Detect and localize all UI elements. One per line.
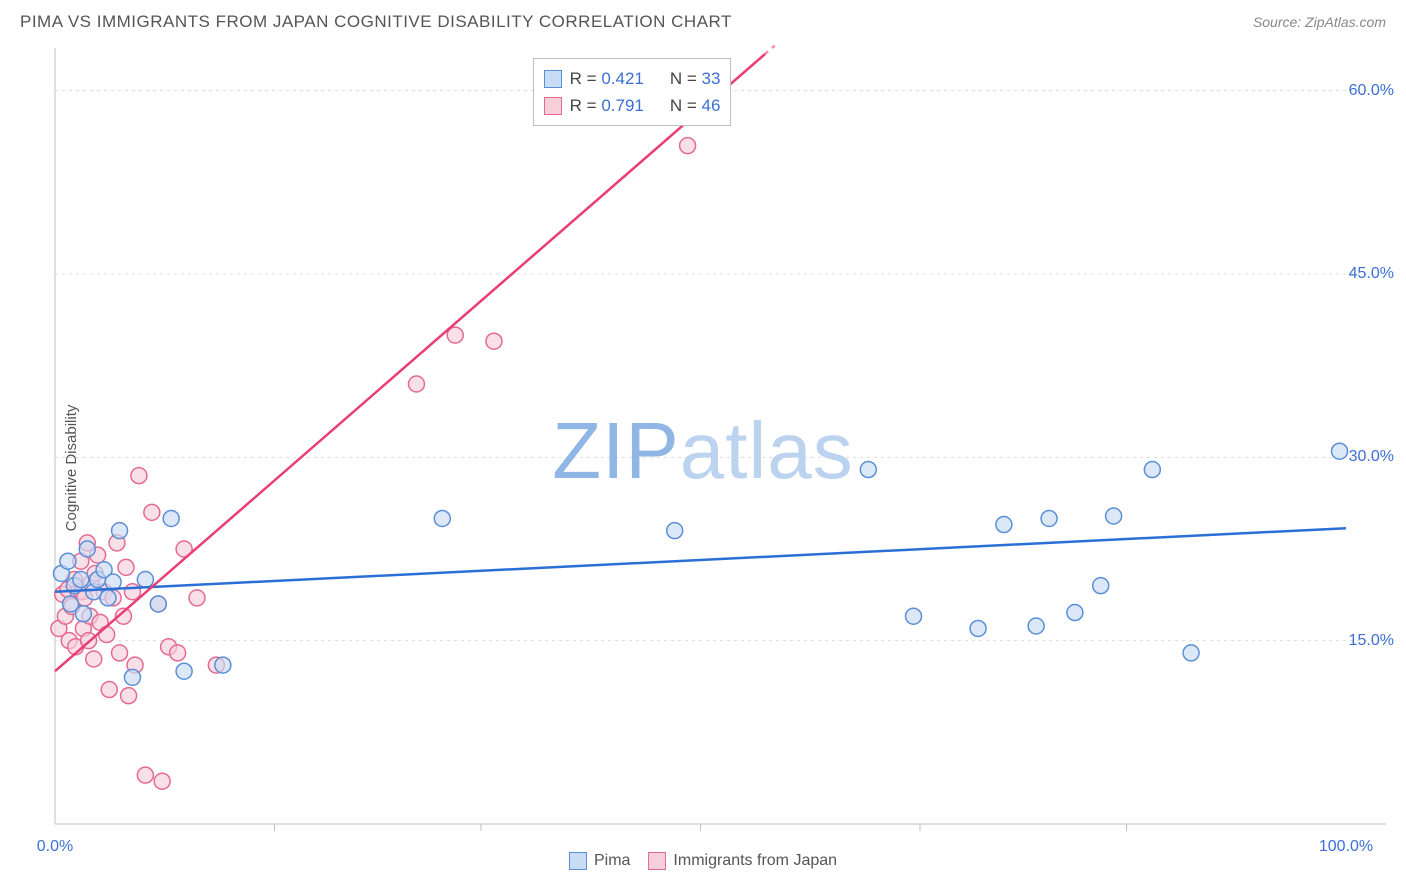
legend-swatch — [569, 852, 587, 870]
legend-swatch — [648, 852, 666, 870]
x-tick-label: 0.0% — [37, 838, 73, 856]
correlation-stats-legend: R = 0.421 N = 33 R = 0.791 N = 46 — [533, 58, 732, 126]
y-tick-label: 60.0% — [1349, 82, 1394, 100]
chart-area: Cognitive Disability ZIPatlas R = 0.421N… — [0, 44, 1406, 892]
stat-n-label: N = 46 — [670, 92, 721, 119]
legend-item: Pima — [569, 852, 630, 870]
x-tick-label: 100.0% — [1319, 838, 1373, 856]
legend-swatch — [544, 70, 562, 88]
legend-swatch — [544, 97, 562, 115]
chart-header: PIMA VS IMMIGRANTS FROM JAPAN COGNITIVE … — [0, 0, 1406, 40]
y-tick-label: 30.0% — [1349, 448, 1394, 466]
stat-legend-row: R = 0.791 N = 46 — [544, 92, 721, 119]
stat-n-label: N = 33 — [670, 65, 721, 92]
legend-label: Immigrants from Japan — [673, 852, 837, 870]
stat-r-label: R = 0.421 — [570, 65, 644, 92]
legend-label: Pima — [594, 852, 630, 870]
stat-legend-row: R = 0.421 N = 33 — [544, 65, 721, 92]
legend-item: Immigrants from Japan — [648, 852, 837, 870]
series-legend: Pima Immigrants from Japan — [569, 852, 837, 870]
scatter-plot-svg — [0, 44, 1406, 892]
chart-title: PIMA VS IMMIGRANTS FROM JAPAN COGNITIVE … — [20, 12, 732, 32]
y-tick-label: 45.0% — [1349, 265, 1394, 283]
y-tick-label: 15.0% — [1349, 632, 1394, 650]
stat-r-label: R = 0.791 — [570, 92, 644, 119]
source-attribution: Source: ZipAtlas.com — [1253, 14, 1386, 30]
